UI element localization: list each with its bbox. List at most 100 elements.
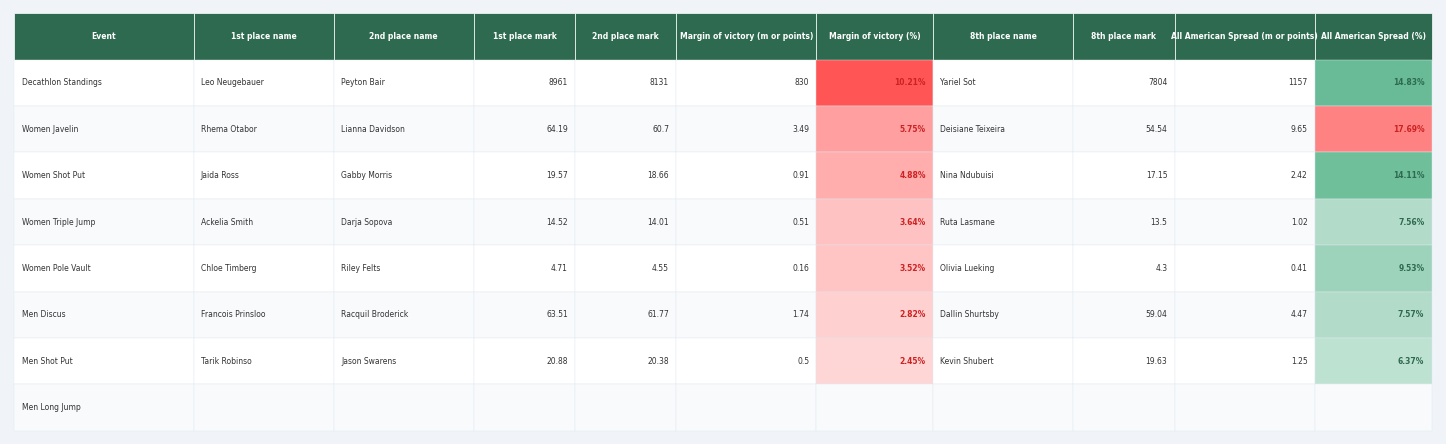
Bar — [194, 59, 334, 106]
Text: Lianna Davidson: Lianna Davidson — [341, 125, 405, 134]
Bar — [677, 59, 817, 106]
Bar — [677, 245, 817, 292]
Text: 10.21%: 10.21% — [895, 79, 925, 87]
Text: 1157: 1157 — [1288, 79, 1307, 87]
Text: 1st place mark: 1st place mark — [493, 32, 557, 41]
Bar — [334, 385, 474, 431]
Bar — [474, 59, 576, 106]
Text: 14.83%: 14.83% — [1392, 79, 1424, 87]
Text: Leo Neugebauer: Leo Neugebauer — [201, 79, 263, 87]
Text: 8th place name: 8th place name — [970, 32, 1037, 41]
Bar — [334, 292, 474, 338]
Bar — [817, 152, 933, 199]
Bar — [334, 106, 474, 152]
Bar — [817, 292, 933, 338]
Text: 14.11%: 14.11% — [1392, 171, 1424, 180]
Text: 4.88%: 4.88% — [899, 171, 925, 180]
Text: 54.54: 54.54 — [1145, 125, 1167, 134]
Text: Margin of victory (%): Margin of victory (%) — [829, 32, 921, 41]
Bar — [576, 13, 677, 59]
Bar — [1073, 245, 1174, 292]
Text: 8th place mark: 8th place mark — [1092, 32, 1157, 41]
Text: 17.15: 17.15 — [1145, 171, 1167, 180]
Bar — [1174, 385, 1314, 431]
Text: 2.45%: 2.45% — [899, 357, 925, 365]
Text: 13.5: 13.5 — [1151, 218, 1167, 226]
Text: 3.64%: 3.64% — [899, 218, 925, 226]
Text: 14.52: 14.52 — [547, 218, 568, 226]
Bar — [576, 245, 677, 292]
Text: Men Shot Put: Men Shot Put — [22, 357, 72, 365]
Bar — [194, 152, 334, 199]
Bar — [334, 338, 474, 385]
Bar — [677, 338, 817, 385]
Bar — [14, 199, 194, 245]
Text: Darja Sopova: Darja Sopova — [341, 218, 392, 226]
Bar — [1174, 245, 1314, 292]
Text: Chloe Timberg: Chloe Timberg — [201, 264, 256, 273]
Text: 0.51: 0.51 — [792, 218, 810, 226]
Text: 4.55: 4.55 — [652, 264, 669, 273]
Bar — [14, 106, 194, 152]
Bar — [1174, 13, 1314, 59]
Bar — [14, 245, 194, 292]
Bar — [1073, 385, 1174, 431]
Text: 9.53%: 9.53% — [1398, 264, 1424, 273]
Text: 20.88: 20.88 — [547, 357, 568, 365]
Bar — [14, 13, 194, 59]
Bar — [817, 106, 933, 152]
Text: 61.77: 61.77 — [648, 310, 669, 319]
Bar — [14, 338, 194, 385]
Bar — [474, 152, 576, 199]
Text: 1.74: 1.74 — [792, 310, 810, 319]
Bar — [474, 292, 576, 338]
Text: Peyton Bair: Peyton Bair — [341, 79, 385, 87]
Text: 2.82%: 2.82% — [899, 310, 925, 319]
Bar — [933, 13, 1073, 59]
Bar — [817, 245, 933, 292]
Bar — [1314, 152, 1432, 199]
Text: 0.5: 0.5 — [797, 357, 810, 365]
Text: Olivia Lueking: Olivia Lueking — [940, 264, 995, 273]
Text: 3.49: 3.49 — [792, 125, 810, 134]
Bar — [1174, 59, 1314, 106]
Text: Rhema Otabor: Rhema Otabor — [201, 125, 256, 134]
Text: 4.3: 4.3 — [1155, 264, 1167, 273]
Text: 19.63: 19.63 — [1145, 357, 1167, 365]
Bar — [677, 385, 817, 431]
Bar — [334, 59, 474, 106]
Text: 4.71: 4.71 — [551, 264, 568, 273]
Text: Women Javelin: Women Javelin — [22, 125, 78, 134]
Text: 0.16: 0.16 — [792, 264, 810, 273]
Text: 60.7: 60.7 — [652, 125, 669, 134]
Bar — [817, 13, 933, 59]
Bar — [933, 338, 1073, 385]
Bar — [576, 106, 677, 152]
Bar — [817, 338, 933, 385]
Text: 59.04: 59.04 — [1145, 310, 1167, 319]
Text: Riley Felts: Riley Felts — [341, 264, 380, 273]
Text: 14.01: 14.01 — [648, 218, 669, 226]
Text: Francois Prinsloo: Francois Prinsloo — [201, 310, 265, 319]
Bar — [474, 385, 576, 431]
Bar — [14, 59, 194, 106]
Text: 0.41: 0.41 — [1291, 264, 1307, 273]
Text: Men Discus: Men Discus — [22, 310, 65, 319]
Bar — [474, 199, 576, 245]
Text: 1.02: 1.02 — [1291, 218, 1307, 226]
Text: 4.47: 4.47 — [1290, 310, 1307, 319]
Bar — [677, 199, 817, 245]
Text: 1st place name: 1st place name — [231, 32, 296, 41]
Text: Yariel Sot: Yariel Sot — [940, 79, 976, 87]
Bar — [474, 106, 576, 152]
Text: All American Spread (m or points): All American Spread (m or points) — [1171, 32, 1319, 41]
Bar — [576, 385, 677, 431]
Text: 19.57: 19.57 — [547, 171, 568, 180]
Text: 0.91: 0.91 — [792, 171, 810, 180]
Bar — [1314, 13, 1432, 59]
Bar — [1174, 338, 1314, 385]
Text: 2nd place name: 2nd place name — [370, 32, 438, 41]
Bar — [194, 199, 334, 245]
Text: Decathlon Standings: Decathlon Standings — [22, 79, 101, 87]
Text: 18.66: 18.66 — [648, 171, 669, 180]
